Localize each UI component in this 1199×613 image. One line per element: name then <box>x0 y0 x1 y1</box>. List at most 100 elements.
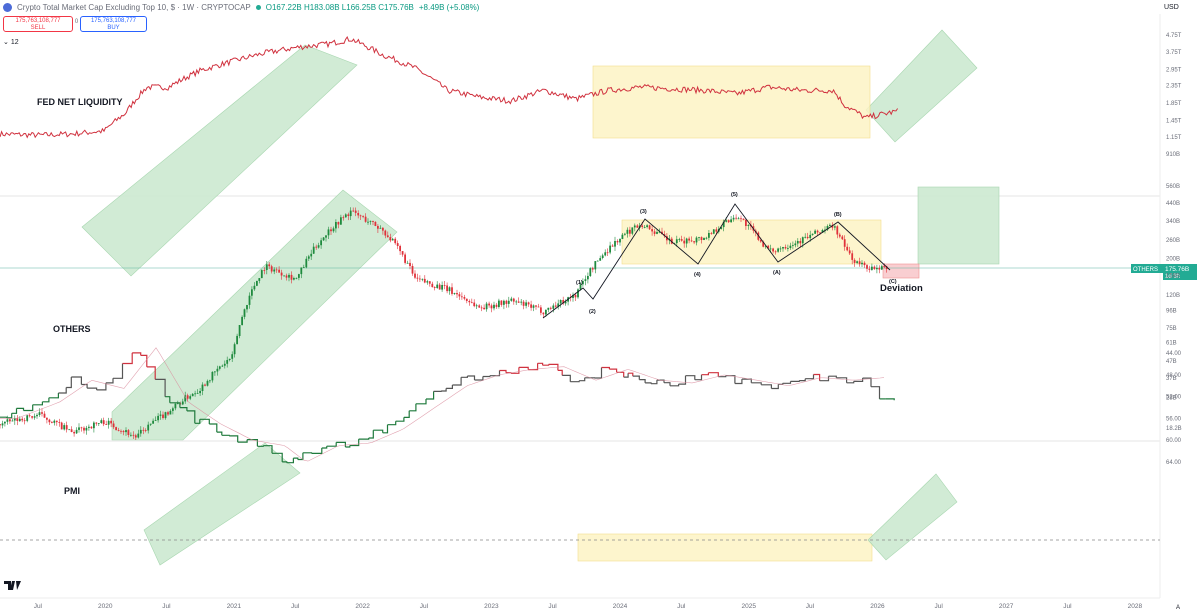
candle-body <box>204 384 206 386</box>
candle <box>609 241 611 255</box>
candle-body <box>730 219 732 223</box>
candle <box>740 215 742 222</box>
candle-body <box>871 266 873 270</box>
candle <box>273 267 276 275</box>
sell-button[interactable]: 175,763,108,777 SELL <box>3 16 73 32</box>
candle-body <box>609 245 611 253</box>
liquidity-line <box>0 36 899 139</box>
candle <box>154 416 157 421</box>
candle-body <box>685 238 688 244</box>
candle-body <box>767 245 770 249</box>
candle-body <box>55 420 58 423</box>
pmi-axis-tick: 48.00 <box>1166 373 1182 379</box>
candle <box>735 214 737 220</box>
candle <box>256 280 258 287</box>
candle <box>698 236 700 241</box>
candle <box>470 298 473 304</box>
candle-body <box>470 302 473 304</box>
others-axis-tick: 61B <box>1166 341 1177 347</box>
candle-body <box>199 391 201 394</box>
elliott-wave-layer: (1) (2) (3) (4) (5) (A) (B) (C) <box>542 192 897 319</box>
candle-body <box>880 266 883 270</box>
candle-body <box>552 305 555 309</box>
candle <box>139 426 142 437</box>
candle-body <box>821 230 824 233</box>
candle-body <box>876 267 878 270</box>
candle-body <box>621 234 624 239</box>
candle <box>431 281 434 288</box>
buy-button[interactable]: 175,763,108,777 BUY <box>80 16 147 32</box>
candle-body <box>347 214 350 216</box>
candle-body <box>142 429 145 431</box>
candle <box>265 261 268 275</box>
candle <box>36 413 38 419</box>
candle <box>330 226 332 235</box>
candle <box>347 212 350 221</box>
currency-selector[interactable]: USD <box>1164 4 1179 11</box>
candle-body <box>60 422 63 430</box>
candle <box>428 281 431 287</box>
candle-body <box>110 420 112 424</box>
liquidity-axis-tick: 1.15T <box>1166 135 1182 141</box>
candle <box>332 226 335 233</box>
candle <box>829 223 831 227</box>
candle <box>231 351 234 362</box>
candle <box>606 248 609 256</box>
candle <box>223 360 226 369</box>
candle <box>53 419 56 426</box>
candle-body <box>18 418 21 422</box>
pmi-step <box>761 384 773 389</box>
candle-body <box>414 273 416 278</box>
candle <box>181 398 184 406</box>
candle <box>631 227 634 236</box>
candle-body <box>463 297 466 299</box>
time-axis-label: Jul <box>548 603 557 610</box>
candle-body <box>374 221 377 226</box>
time-axis-label: Jul <box>806 603 815 610</box>
candle-body <box>300 267 303 275</box>
candle <box>411 263 414 276</box>
candle-body <box>745 219 747 226</box>
candle <box>241 315 243 326</box>
candle <box>16 415 19 426</box>
candle <box>426 279 429 285</box>
auto-scale-button[interactable]: A <box>1176 605 1180 611</box>
buy-label: BUY <box>107 25 120 31</box>
candle-body <box>720 227 723 229</box>
candle-body <box>675 239 678 244</box>
candle-body <box>540 307 542 313</box>
candle-body <box>493 304 495 309</box>
candle-body <box>589 268 592 276</box>
candle-body <box>68 429 71 431</box>
indicator-toggle[interactable]: ⌄ 12 <box>3 39 19 46</box>
candle-body <box>312 246 315 254</box>
candle-body <box>591 268 594 270</box>
candle-body <box>320 240 322 246</box>
candle <box>572 292 574 302</box>
candle-body <box>861 262 863 265</box>
pmi-step <box>609 368 618 373</box>
candle <box>774 250 777 255</box>
candle-body <box>868 268 871 270</box>
candle <box>305 256 308 269</box>
symbol-title[interactable]: Crypto Total Market Cap Excluding Top 10… <box>17 2 251 12</box>
candle-body <box>342 217 345 219</box>
candle-body <box>186 395 189 399</box>
candle <box>83 426 85 434</box>
candle <box>799 238 802 248</box>
candle-body <box>530 304 532 308</box>
candle <box>364 213 367 223</box>
candle-body <box>725 220 728 222</box>
candle-body <box>505 300 508 304</box>
candle-body <box>16 418 19 421</box>
candle-body <box>226 360 229 364</box>
candle <box>584 275 587 286</box>
candle <box>787 244 789 252</box>
candle-body <box>495 304 498 307</box>
candle <box>367 218 369 225</box>
indicator-count: 12 <box>10 39 19 46</box>
candle-body <box>391 238 394 241</box>
candle-body <box>485 303 488 310</box>
pmi-step <box>186 410 196 424</box>
